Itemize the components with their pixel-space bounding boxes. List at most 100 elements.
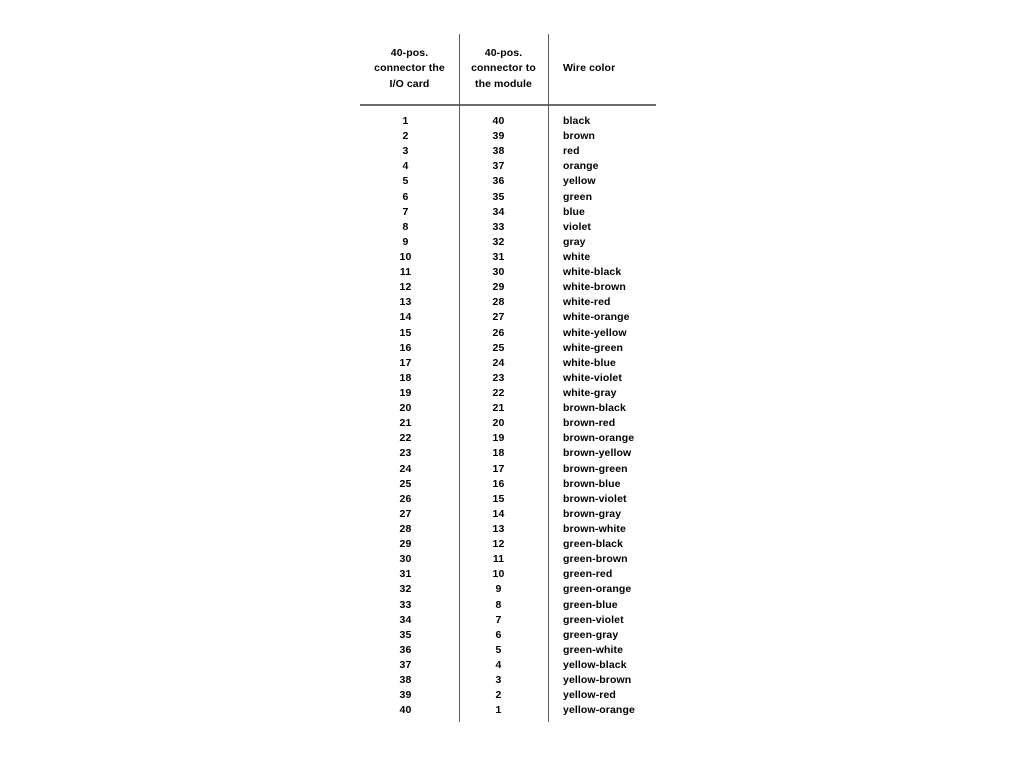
cell-connector-module: 13 (492, 522, 505, 535)
table-row: 20 21 brown-black (360, 401, 656, 416)
cell-connector-module: 25 (492, 341, 505, 354)
cell-connector-io-card: 27 (399, 507, 412, 520)
cell-connector-io-card: 7 (402, 205, 409, 218)
cell-connector-module: 27 (492, 311, 505, 324)
column-header-line: I/O card (389, 77, 430, 90)
cell-connector-io-card: 23 (399, 447, 412, 460)
table-row: 24 17 brown-green (360, 462, 656, 477)
cell-connector-io-card: 15 (399, 326, 412, 339)
cell-wire-color: white-blue (563, 356, 616, 369)
cell-wire-color: yellow-brown (563, 674, 632, 687)
cell-connector-module: 10 (492, 568, 505, 581)
cell-wire-color: white-brown (563, 281, 626, 294)
cell-connector-module: 8 (495, 598, 502, 611)
cell-connector-module: 15 (492, 492, 505, 505)
cell-connector-io-card: 33 (399, 598, 412, 611)
cell-connector-module: 4 (495, 658, 502, 671)
cell-connector-io-card: 17 (399, 356, 412, 369)
cell-wire-color: green-violet (563, 613, 624, 626)
table-row: 31 10 green-red (360, 567, 656, 582)
table-row: 16 25 white-green (360, 341, 656, 356)
cell-connector-module: 33 (492, 220, 505, 233)
column-header-line: Wire color (563, 62, 616, 75)
table-header-row: 40-pos. connector the I/O card 40-pos. c… (360, 34, 656, 104)
cell-connector-module: 37 (492, 160, 505, 173)
header-separator-rule (360, 104, 656, 106)
cell-connector-module: 31 (492, 250, 505, 263)
cell-connector-module: 12 (492, 538, 505, 551)
cell-wire-color: brown (563, 130, 595, 143)
cell-connector-io-card: 22 (399, 432, 412, 445)
column-header-line: 40-pos. (390, 47, 429, 60)
table-row: 5 36 yellow (360, 174, 656, 189)
table-row: 11 30 white-black (360, 265, 656, 280)
cell-wire-color: white-gray (563, 386, 617, 399)
table-row: 39 2 yellow-red (360, 688, 656, 703)
cell-connector-io-card: 5 (402, 175, 409, 188)
table-row: 29 12 green-black (360, 537, 656, 552)
cell-connector-io-card: 21 (399, 417, 412, 430)
cell-connector-module: 16 (492, 477, 505, 490)
cell-wire-color: brown-white (563, 522, 626, 535)
cell-wire-color: brown-green (563, 462, 628, 475)
column-header-line: connector the (374, 62, 445, 75)
cell-connector-module: 20 (492, 417, 505, 430)
cell-connector-module: 39 (492, 130, 505, 143)
cell-connector-module: 35 (492, 190, 505, 203)
cell-wire-color: gray (563, 235, 586, 248)
column-header-line: connector to (471, 62, 536, 75)
cell-connector-io-card: 20 (399, 402, 412, 415)
table-row: 19 22 white-gray (360, 386, 656, 401)
table-row: 26 15 brown-violet (360, 492, 656, 507)
cell-wire-color: brown-orange (563, 432, 635, 445)
cell-connector-io-card: 28 (399, 522, 412, 535)
cell-connector-module: 22 (492, 386, 505, 399)
cell-connector-module: 30 (492, 266, 505, 279)
table-row: 13 28 white-red (360, 295, 656, 310)
cell-connector-io-card: 30 (399, 553, 412, 566)
cell-wire-color: black (563, 115, 591, 127)
cell-connector-module: 18 (492, 447, 505, 460)
table-row: 34 7 green-violet (360, 613, 656, 628)
cell-connector-io-card: 25 (399, 477, 412, 490)
table-row: 7 34 blue (360, 205, 656, 220)
cell-connector-module: 36 (492, 175, 505, 188)
table-row: 33 8 green-blue (360, 598, 656, 613)
cell-connector-io-card: 13 (399, 296, 412, 309)
cell-wire-color: white-orange (563, 311, 630, 324)
cell-wire-color: yellow-orange (563, 704, 635, 717)
table-row: 37 4 yellow-black (360, 658, 656, 673)
cell-connector-io-card: 6 (402, 190, 409, 203)
table-row: 6 35 green (360, 190, 656, 205)
cell-connector-io-card: 32 (399, 583, 412, 596)
cell-connector-module: 21 (492, 402, 505, 415)
cell-wire-color: white-violet (563, 371, 622, 384)
table-row: 23 18 brown-yellow (360, 446, 656, 461)
column-divider-1 (459, 34, 460, 722)
cell-wire-color: white-black (563, 266, 622, 279)
table-row: 22 19 brown-orange (360, 431, 656, 446)
cell-wire-color: white (563, 250, 591, 263)
cell-connector-io-card: 1 (402, 115, 409, 127)
cell-connector-module: 11 (492, 553, 505, 566)
cell-connector-io-card: 38 (399, 674, 412, 687)
cell-connector-module: 26 (492, 326, 505, 339)
table-row: 40 1 yellow-orange (360, 703, 656, 718)
cell-connector-io-card: 29 (399, 538, 412, 551)
table-row: 35 6 green-gray (360, 628, 656, 643)
cell-wire-color: brown-violet (563, 492, 627, 505)
table-row: 38 3 yellow-brown (360, 673, 656, 688)
cell-connector-io-card: 8 (402, 220, 409, 233)
cell-connector-io-card: 4 (402, 160, 409, 173)
table-row: 21 20 brown-red (360, 416, 656, 431)
cell-wire-color: green-gray (563, 628, 619, 641)
cell-connector-module: 28 (492, 296, 505, 309)
cell-connector-module: 40 (492, 115, 505, 127)
cell-wire-color: brown-black (563, 402, 626, 415)
cell-wire-color: green-blue (563, 598, 618, 611)
table-row: 4 37 orange (360, 159, 656, 174)
cell-wire-color: yellow-black (563, 658, 627, 671)
cell-connector-io-card: 37 (399, 658, 412, 671)
cell-wire-color: violet (563, 220, 592, 233)
cell-wire-color: white-green (563, 341, 624, 354)
